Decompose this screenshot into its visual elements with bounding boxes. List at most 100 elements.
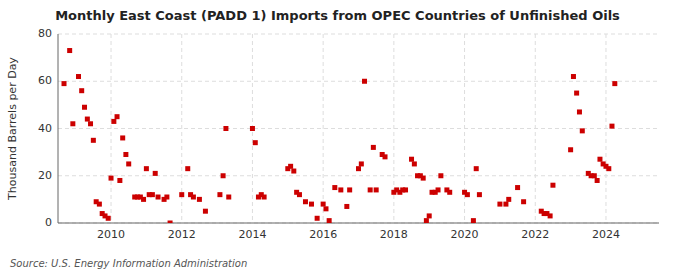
chart: 0204060802010201220142016201820202022202… xyxy=(0,0,675,275)
point xyxy=(203,209,208,214)
y-tick-label: 20 xyxy=(38,169,52,182)
point xyxy=(609,124,614,129)
point xyxy=(67,48,72,53)
point xyxy=(427,213,432,218)
point xyxy=(150,192,155,197)
point xyxy=(85,117,90,122)
point xyxy=(424,218,429,223)
point xyxy=(403,187,408,192)
point xyxy=(497,202,502,207)
point xyxy=(309,202,314,207)
x-tick-label: 2010 xyxy=(97,228,125,241)
point xyxy=(120,135,125,140)
y-tick-label: 60 xyxy=(38,74,52,87)
point xyxy=(503,202,508,207)
point xyxy=(88,121,93,126)
y-tick-label: 40 xyxy=(38,122,52,135)
point xyxy=(577,109,582,114)
y-axis-label: Thousand Barrels per Day xyxy=(6,57,19,201)
points xyxy=(62,48,618,223)
x-tick-label: 2014 xyxy=(238,228,266,241)
point xyxy=(185,166,190,171)
point xyxy=(321,202,326,207)
point xyxy=(123,152,128,157)
point xyxy=(153,171,158,176)
point xyxy=(595,178,600,183)
point xyxy=(368,187,373,192)
point xyxy=(580,128,585,133)
point xyxy=(338,187,343,192)
point xyxy=(126,161,131,166)
point xyxy=(550,183,555,188)
point xyxy=(76,74,81,79)
point xyxy=(356,166,361,171)
point xyxy=(359,161,364,166)
point xyxy=(117,178,122,183)
x-tick-label: 2022 xyxy=(521,228,549,241)
point xyxy=(474,166,479,171)
point xyxy=(79,88,84,93)
point xyxy=(315,216,320,221)
point xyxy=(571,74,576,79)
point xyxy=(347,187,352,192)
y-grid-line xyxy=(58,34,659,35)
point xyxy=(436,187,441,192)
point xyxy=(515,185,520,190)
point xyxy=(141,197,146,202)
point xyxy=(217,192,222,197)
point xyxy=(383,154,388,159)
point xyxy=(179,192,184,197)
y-axis-line xyxy=(58,34,59,223)
point xyxy=(262,195,267,200)
point xyxy=(221,173,226,178)
y-grid-line xyxy=(58,128,659,129)
point xyxy=(109,176,114,181)
point xyxy=(288,164,293,169)
y-tick-label: 80 xyxy=(38,27,52,40)
title: Monthly East Coast (PADD 1) Imports from… xyxy=(55,8,620,23)
point xyxy=(447,190,452,195)
y-grid-line xyxy=(58,223,659,224)
point xyxy=(471,218,476,223)
x-tick-label: 2012 xyxy=(168,228,196,241)
point xyxy=(465,192,470,197)
point xyxy=(291,169,296,174)
x-tick-label: 2018 xyxy=(380,228,408,241)
x-grid-line xyxy=(323,34,324,223)
point xyxy=(374,187,379,192)
point xyxy=(106,216,111,221)
point xyxy=(332,185,337,190)
point xyxy=(197,197,202,202)
point xyxy=(548,213,553,218)
point xyxy=(164,195,169,200)
point xyxy=(323,206,328,211)
point xyxy=(362,79,367,84)
point xyxy=(226,195,231,200)
point xyxy=(612,81,617,86)
point xyxy=(344,204,349,209)
x-grid-line xyxy=(605,34,606,223)
point xyxy=(477,192,482,197)
point xyxy=(412,161,417,166)
y-grid-line xyxy=(58,175,659,176)
point xyxy=(70,121,75,126)
point xyxy=(421,176,426,181)
point xyxy=(606,166,611,171)
point xyxy=(409,157,414,162)
point xyxy=(597,157,602,162)
point xyxy=(521,199,526,204)
y-grid-line xyxy=(58,81,659,82)
point xyxy=(327,218,332,223)
point xyxy=(191,195,196,200)
y-tick-label: 0 xyxy=(45,216,52,229)
point xyxy=(111,119,116,124)
point xyxy=(62,81,67,86)
point xyxy=(156,195,161,200)
point xyxy=(574,91,579,96)
point xyxy=(253,140,258,145)
x-tick-label: 2024 xyxy=(592,228,620,241)
point xyxy=(371,145,376,150)
grid xyxy=(58,34,659,223)
point xyxy=(115,114,120,119)
x-tick-label: 2020 xyxy=(451,228,479,241)
